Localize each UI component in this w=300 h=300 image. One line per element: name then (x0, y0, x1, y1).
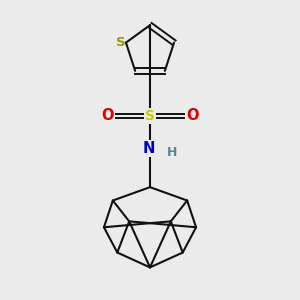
Text: O: O (101, 108, 114, 123)
Text: S: S (145, 109, 155, 123)
Text: O: O (186, 108, 199, 123)
Text: S: S (116, 36, 125, 49)
Text: N: N (142, 141, 155, 156)
Text: H: H (167, 146, 178, 160)
